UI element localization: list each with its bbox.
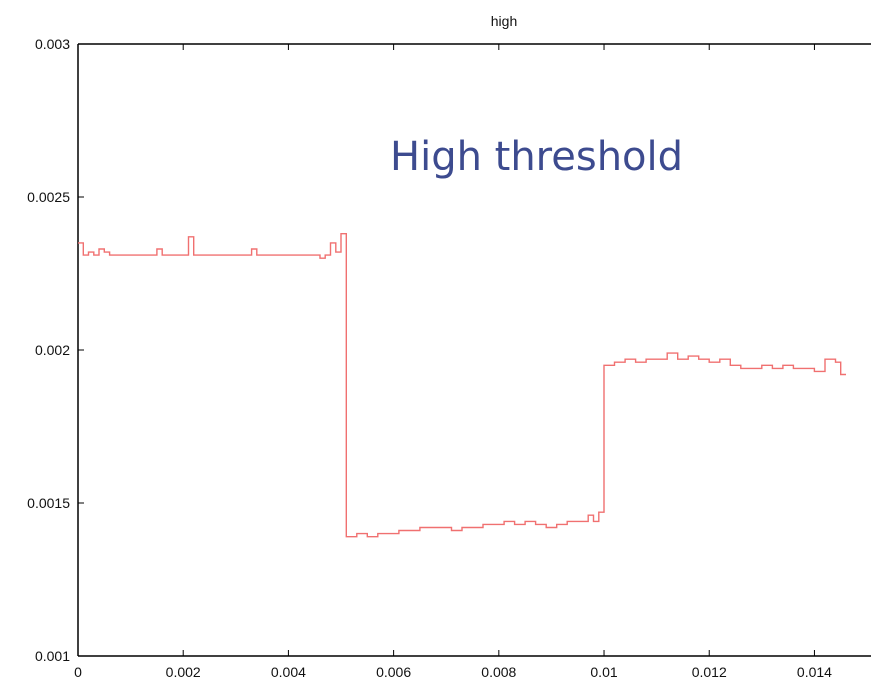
series-layer <box>78 233 846 538</box>
annotation-text: High threshold <box>390 134 683 180</box>
x-tick-label: 0.012 <box>692 664 727 680</box>
series-line-0 <box>78 233 846 538</box>
chart-title: high <box>491 13 517 29</box>
x-tick-label: 0.008 <box>481 664 516 680</box>
x-tick-label: 0 <box>74 664 82 680</box>
y-tick-label: 0.003 <box>35 36 70 52</box>
x-tick-label: 0.004 <box>271 664 306 680</box>
y-tick-label: 0.0025 <box>27 189 70 205</box>
x-tick-label: 0.006 <box>376 664 411 680</box>
x-tick-label: 0.014 <box>797 664 832 680</box>
x-tick-label: 0.002 <box>166 664 201 680</box>
plot-axes: 0 0.002 0.004 0.006 0.008 0.01 0.012 0.014 0.001… <box>27 36 871 680</box>
y-tick-label: 0.001 <box>35 648 70 664</box>
y-tick-label: 0.0015 <box>27 495 70 511</box>
y-tick-label: 0.002 <box>35 342 70 358</box>
x-tick-label: 0.01 <box>590 664 617 680</box>
